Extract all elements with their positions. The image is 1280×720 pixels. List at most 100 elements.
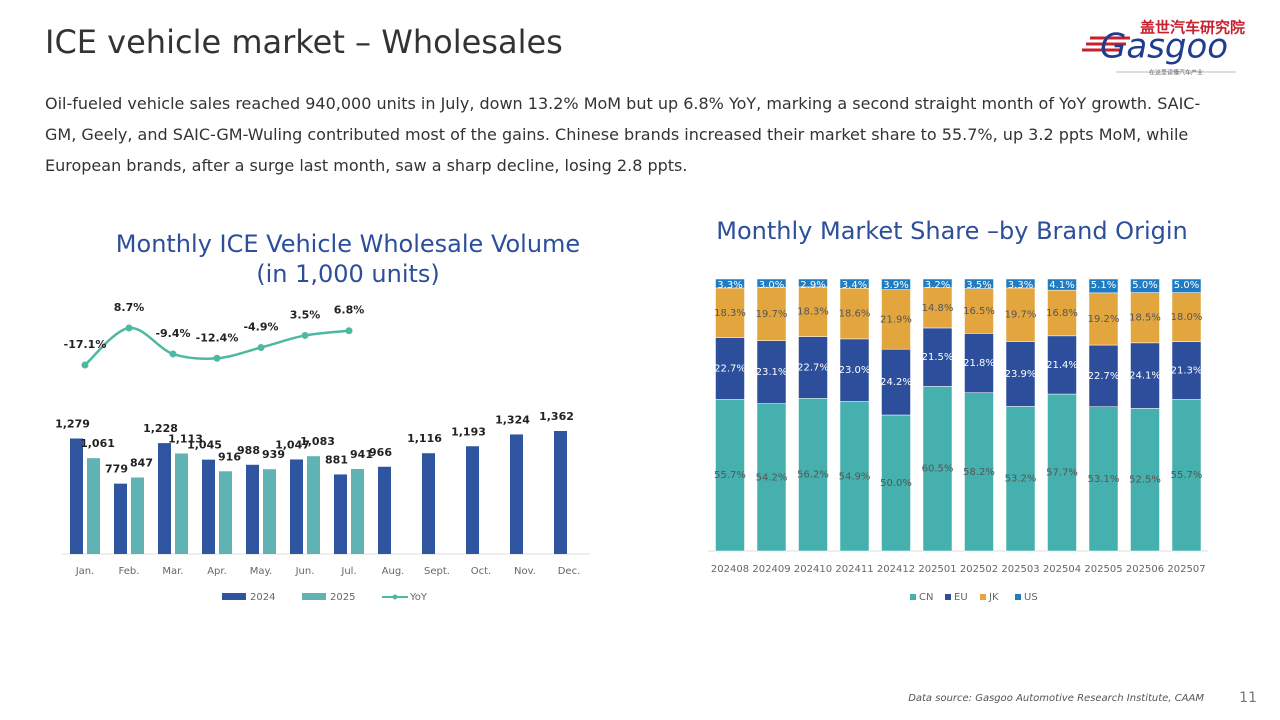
bar-segment [1005, 406, 1036, 552]
data-label: 3.3% [717, 280, 742, 291]
body-text: Oil-fueled vehicle sales reached 940,000… [45, 94, 1201, 175]
legend-swatch [910, 594, 916, 600]
data-label: 21.9% [880, 314, 912, 325]
data-label: 58.2% [963, 467, 995, 478]
bar-segment [715, 399, 745, 552]
x-tick-label: Nov. [514, 566, 536, 577]
data-label: 1,116 [407, 432, 442, 445]
x-tick-label: 202504 [1043, 564, 1081, 575]
data-label: 966 [369, 446, 392, 459]
data-label: 52.5% [1129, 475, 1161, 486]
x-tick-label: Apr. [207, 566, 227, 577]
bar [290, 459, 303, 554]
bar-segment [1130, 278, 1160, 293]
bar-segment [1171, 278, 1202, 293]
data-label: 5.1% [1091, 280, 1116, 291]
data-label: 1,113 [168, 432, 203, 445]
x-tick-label: 202411 [835, 564, 873, 575]
x-tick-label: 202505 [1084, 564, 1122, 575]
data-label: 4.1% [1049, 280, 1074, 291]
data-label: 3.5% [966, 280, 991, 291]
data-label: 847 [130, 457, 153, 470]
bar-segment [715, 287, 745, 339]
bar [334, 474, 347, 554]
x-tick-label: Aug. [382, 566, 405, 577]
data-label: 18.5% [1129, 313, 1161, 324]
legend-swatch [945, 594, 951, 600]
x-tick-label: 202507 [1167, 564, 1205, 575]
data-label: 3.0% [759, 280, 784, 291]
data-label: 23.9% [1005, 369, 1037, 380]
data-label: 50.0% [880, 478, 912, 489]
bar-segment [1130, 342, 1160, 409]
bar-segment [798, 336, 828, 399]
data-label: 21.4% [1046, 360, 1078, 371]
data-label: 19.7% [756, 309, 788, 320]
bar-segment [1047, 278, 1077, 291]
bar-segment [839, 288, 870, 340]
legend-label: US [1024, 592, 1038, 603]
bar-segment [839, 338, 870, 402]
data-label: 3.2% [925, 280, 950, 291]
x-tick-label: Mar. [162, 566, 183, 577]
legend-label: CN [919, 592, 933, 603]
data-label: 60.5% [922, 464, 954, 475]
x-tick-label: 202503 [1001, 564, 1039, 575]
data-label: 22.7% [714, 364, 746, 375]
data-label: 1,362 [539, 410, 574, 423]
chart-title: Monthly ICE Vehicle Wholesale Volume [116, 230, 580, 258]
x-tick-label: 202501 [918, 564, 956, 575]
legend-label: 2024 [250, 592, 275, 603]
data-label: 779 [105, 463, 128, 476]
data-label: 21.8% [963, 358, 995, 369]
data-label: 55.7% [714, 470, 746, 481]
bar-segment [756, 403, 787, 552]
bar [219, 471, 232, 554]
bar-segment [715, 337, 745, 400]
data-label: -17.1% [64, 338, 107, 351]
legend-swatch [392, 594, 398, 600]
bar-segment [881, 414, 911, 552]
data-label: 24.1% [1129, 371, 1161, 382]
bar-segment [839, 278, 870, 289]
data-label: 3.9% [883, 280, 908, 291]
data-label: 53.2% [1005, 474, 1037, 485]
bar [202, 459, 215, 554]
bar [131, 477, 144, 554]
bar [263, 469, 276, 554]
bar-segment [881, 348, 911, 416]
chart-title: (in 1,000 units) [256, 260, 440, 288]
yoy-point [345, 327, 353, 335]
data-label: 2.9% [800, 280, 825, 291]
logo-stripes [1082, 36, 1130, 52]
data-label: 22.7% [1088, 371, 1120, 382]
data-label: 18.0% [1171, 312, 1203, 323]
data-label: -4.9% [243, 321, 278, 334]
data-label: 5.0% [1132, 280, 1157, 291]
yoy-point [301, 331, 309, 339]
data-label: 1,193 [451, 425, 486, 438]
bar-segment [756, 286, 787, 341]
yoy-point [125, 324, 133, 332]
data-label: 3.3% [1008, 280, 1033, 291]
yoy-point [81, 361, 89, 369]
data-label: 881 [325, 453, 348, 466]
x-tick-label: Dec. [558, 566, 581, 577]
data-label: 916 [218, 450, 241, 463]
x-tick-label: Jul. [340, 566, 356, 577]
bar [246, 464, 259, 554]
bar-segment [922, 278, 953, 288]
data-label: 1,228 [143, 422, 178, 435]
legend-label: EU [954, 592, 968, 603]
bar-segment [1047, 289, 1077, 337]
data-label: 18.6% [839, 309, 871, 320]
bar [422, 453, 435, 554]
bar [510, 434, 523, 554]
x-tick-label: 202410 [794, 564, 832, 575]
bar-segment [1130, 408, 1160, 552]
data-label: 19.2% [1088, 314, 1120, 325]
data-label: 56.2% [797, 470, 829, 481]
yoy-point [213, 354, 221, 362]
